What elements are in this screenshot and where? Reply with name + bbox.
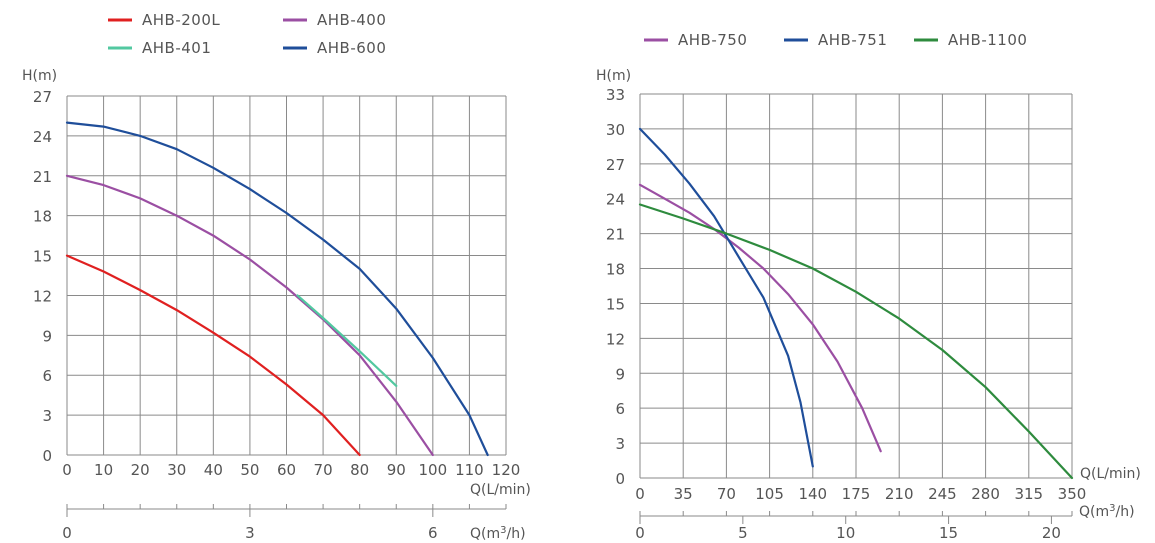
secondary-x-tick-label: 0 bbox=[62, 524, 72, 542]
y-axis-label: H(m) bbox=[596, 68, 631, 84]
y-tick-label: 9 bbox=[42, 327, 52, 345]
legend-label: AHB-600 bbox=[317, 39, 386, 57]
y-tick-label: 24 bbox=[33, 128, 52, 146]
y-tick-label: 0 bbox=[615, 470, 625, 488]
y-tick-label: 18 bbox=[606, 261, 625, 279]
x-tick-label: 280 bbox=[971, 485, 1000, 503]
x-tick-label: 90 bbox=[387, 461, 406, 479]
secondary-x-axis-label: Q(m3/h) bbox=[470, 525, 526, 542]
x-tick-label: 100 bbox=[419, 461, 448, 479]
x-tick-label: 105 bbox=[755, 485, 784, 503]
x-tick-label: 140 bbox=[798, 485, 827, 503]
y-tick-label: 15 bbox=[606, 295, 625, 313]
y-tick-label: 33 bbox=[606, 86, 625, 104]
series-line-ahb-750 bbox=[638, 183, 882, 453]
x-tick-label: 80 bbox=[350, 461, 369, 479]
x-tick-label: 40 bbox=[204, 461, 223, 479]
x-tick-label: 245 bbox=[928, 485, 957, 503]
y-tick-label: 3 bbox=[42, 407, 52, 425]
x-tick-label: 350 bbox=[1058, 485, 1087, 503]
x-tick-label: 0 bbox=[62, 461, 72, 479]
series-line-ahb-401 bbox=[296, 294, 398, 387]
x-tick-label: 20 bbox=[131, 461, 150, 479]
secondary-x-tick-label: 3 bbox=[245, 524, 255, 542]
x-tick-label: 35 bbox=[674, 485, 693, 503]
x-axis-label: Q(L/min) bbox=[1080, 466, 1141, 482]
secondary-x-tick-label: 6 bbox=[428, 524, 438, 542]
y-tick-label: 27 bbox=[33, 88, 52, 106]
secondary-x-tick-label: 15 bbox=[939, 524, 958, 542]
legend-label: AHB-400 bbox=[317, 11, 386, 29]
x-tick-label: 175 bbox=[842, 485, 871, 503]
legend-label: AHB-401 bbox=[142, 39, 211, 57]
legend-label: AHB-1100 bbox=[948, 31, 1027, 49]
x-tick-label: 70 bbox=[314, 461, 333, 479]
series-line-ahb-1100 bbox=[638, 203, 1074, 480]
x-tick-label: 50 bbox=[240, 461, 259, 479]
secondary-x-tick-label: 0 bbox=[635, 524, 645, 542]
secondary-x-tick-label: 5 bbox=[738, 524, 748, 542]
x-tick-label: 0 bbox=[635, 485, 645, 503]
series-line-ahb-751 bbox=[638, 127, 814, 468]
y-tick-label: 24 bbox=[606, 191, 625, 209]
x-tick-label: 70 bbox=[717, 485, 736, 503]
secondary-x-tick-label: 10 bbox=[836, 524, 855, 542]
x-tick-label: 120 bbox=[492, 461, 521, 479]
series-line-ahb-400 bbox=[65, 174, 434, 457]
y-tick-label: 12 bbox=[606, 330, 625, 348]
y-tick-label: 18 bbox=[33, 208, 52, 226]
y-axis-label: H(m) bbox=[22, 68, 57, 84]
secondary-x-axis-label: Q(m3/h) bbox=[1079, 503, 1135, 520]
x-tick-label: 210 bbox=[885, 485, 914, 503]
legend-label: AHB-200L bbox=[142, 11, 220, 29]
y-tick-label: 21 bbox=[33, 168, 52, 186]
y-tick-label: 6 bbox=[42, 367, 52, 385]
y-tick-label: 12 bbox=[33, 287, 52, 305]
y-tick-label: 6 bbox=[615, 400, 625, 418]
y-tick-label: 27 bbox=[606, 156, 625, 174]
x-tick-label: 315 bbox=[1014, 485, 1043, 503]
x-tick-label: 10 bbox=[94, 461, 113, 479]
series-line-ahb-200l bbox=[65, 254, 361, 457]
legend-label: AHB-750 bbox=[678, 31, 747, 49]
secondary-x-tick-label: 20 bbox=[1042, 524, 1061, 542]
y-tick-label: 30 bbox=[606, 121, 625, 139]
y-tick-label: 0 bbox=[42, 447, 52, 465]
x-axis-label: Q(L/min) bbox=[470, 482, 531, 498]
y-tick-label: 9 bbox=[615, 365, 625, 383]
y-tick-label: 3 bbox=[615, 435, 625, 453]
x-tick-label: 60 bbox=[277, 461, 296, 479]
series-line-ahb-600 bbox=[65, 121, 489, 457]
legend-label: AHB-751 bbox=[818, 31, 887, 49]
y-tick-label: 15 bbox=[33, 248, 52, 266]
x-tick-label: 30 bbox=[167, 461, 186, 479]
x-tick-label: 110 bbox=[455, 461, 484, 479]
y-tick-label: 21 bbox=[606, 226, 625, 244]
